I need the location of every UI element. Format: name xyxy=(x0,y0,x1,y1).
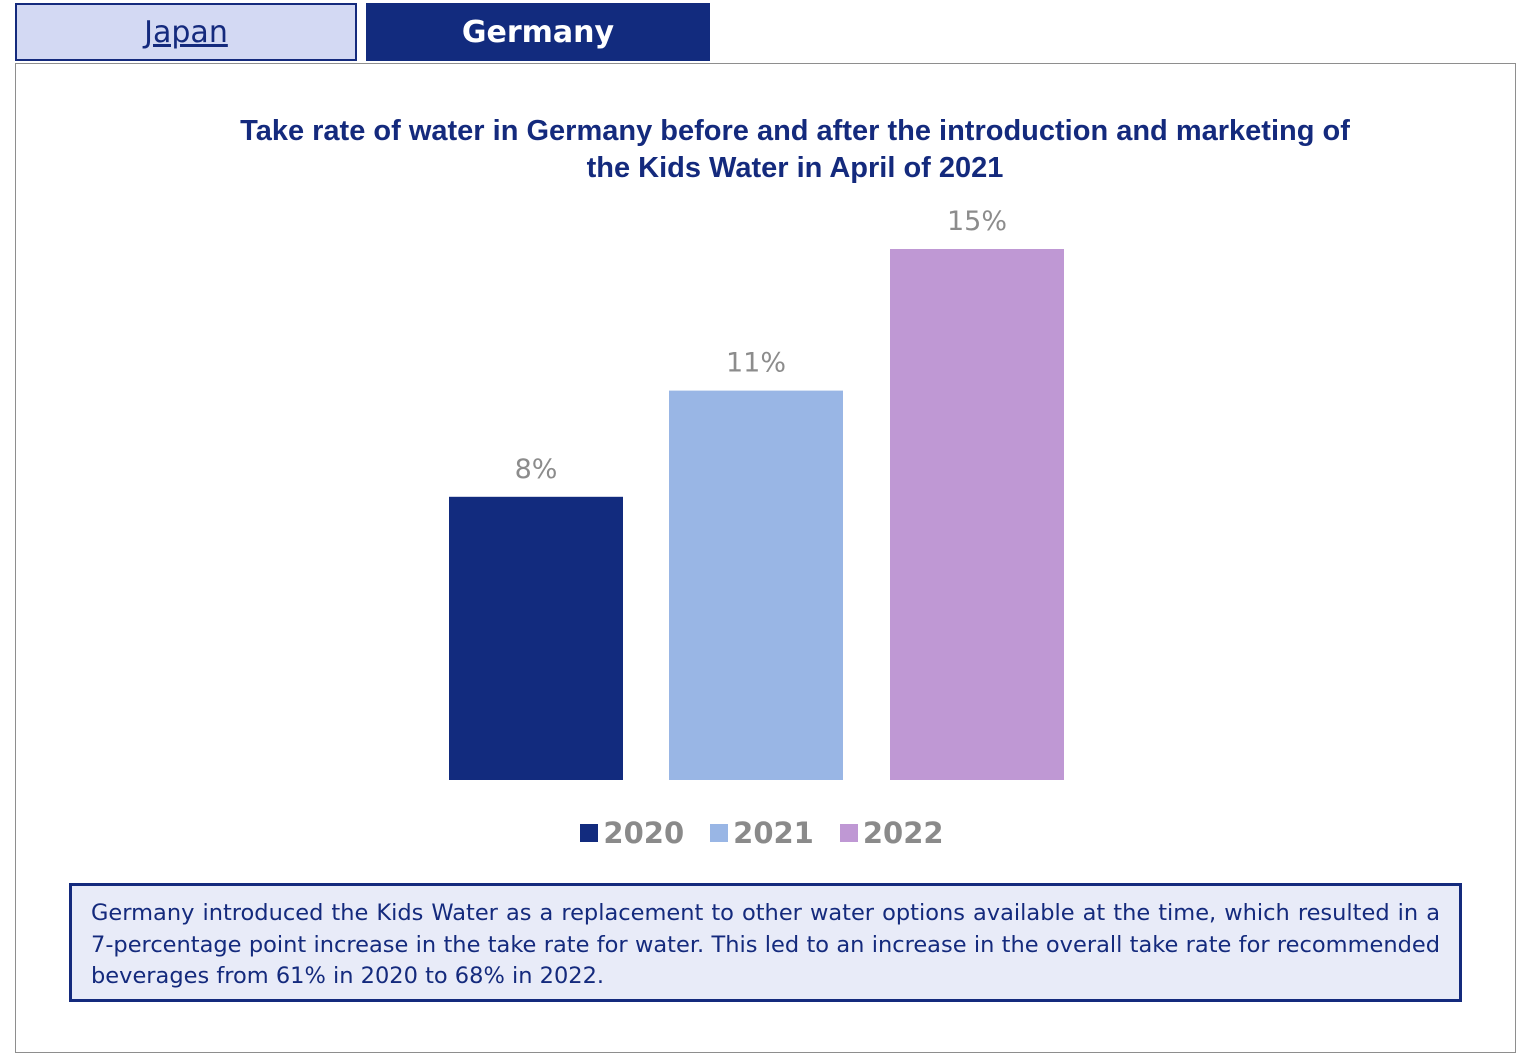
bar-2020 xyxy=(449,496,623,780)
legend-item-2022: 2022 xyxy=(839,816,944,850)
chart-legend: 2020 2021 2022 xyxy=(0,816,1519,850)
legend-swatch xyxy=(839,824,858,842)
data-label-2022: 15% xyxy=(947,206,1007,237)
tab-germany[interactable]: Germany xyxy=(366,3,710,61)
chart-title: Take rate of water in Germany before and… xyxy=(240,115,1350,184)
legend-label: 2020 xyxy=(603,816,685,850)
tab-japan[interactable]: Japan xyxy=(15,3,357,61)
legend-item-2020: 2020 xyxy=(580,816,684,850)
legend-swatch xyxy=(580,824,599,842)
summary-note: Germany introduced the Kids Water as a r… xyxy=(69,883,1462,1002)
bar-2021 xyxy=(669,390,843,780)
bar-2022 xyxy=(890,249,1064,780)
legend-label: 2022 xyxy=(862,816,944,850)
legend-label: 2021 xyxy=(733,816,814,850)
data-label-2020: 8% xyxy=(515,454,558,485)
legend-swatch xyxy=(710,824,729,842)
data-label-2021: 11% xyxy=(726,348,786,379)
legend-item-2021: 2021 xyxy=(710,816,814,850)
